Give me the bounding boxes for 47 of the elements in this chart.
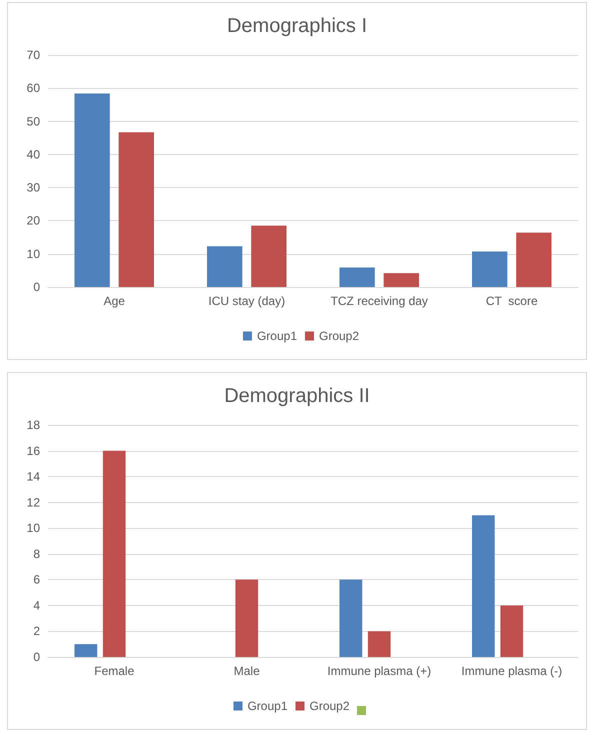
legend-label: Group1 bbox=[256, 329, 298, 343]
x-tick-label: Age bbox=[104, 294, 126, 308]
bar bbox=[500, 605, 524, 657]
x-tick-label: TCZ receiving day bbox=[330, 294, 428, 308]
bar bbox=[340, 580, 362, 657]
y-tick-label: 60 bbox=[26, 81, 40, 96]
bar bbox=[516, 232, 552, 287]
x-tick-label: Male bbox=[234, 664, 260, 678]
legend-label: Group1 bbox=[247, 699, 288, 713]
y-tick-label: 8 bbox=[33, 546, 40, 561]
bar bbox=[74, 644, 98, 657]
bar bbox=[368, 631, 391, 657]
chart-title: Demographics II bbox=[224, 385, 370, 407]
bar bbox=[251, 226, 286, 287]
bar bbox=[384, 273, 419, 287]
bar bbox=[472, 515, 495, 657]
x-tick-label: ICU stay (day) bbox=[208, 294, 286, 308]
y-tick-label: 0 bbox=[33, 650, 40, 664]
bar bbox=[102, 450, 126, 657]
x-tick-label: Female bbox=[94, 664, 135, 678]
legend-label: Group2 bbox=[310, 699, 350, 713]
x-tick-label: Immune plasma (+) bbox=[327, 664, 432, 678]
y-tick-label: 16 bbox=[26, 444, 40, 458]
chart-title: Demographics I bbox=[226, 15, 368, 37]
y-tick-label: 12 bbox=[26, 495, 40, 510]
x-tick-label: CT score bbox=[486, 294, 538, 308]
y-tick-label: 0 bbox=[33, 280, 40, 294]
y-tick-label: 18 bbox=[26, 418, 40, 432]
y-tick-label: 6 bbox=[33, 572, 40, 587]
y-tick-label: 20 bbox=[26, 214, 40, 228]
bar bbox=[235, 580, 258, 657]
bar bbox=[472, 252, 508, 287]
bar bbox=[118, 132, 154, 287]
bar bbox=[340, 267, 375, 287]
y-tick-label: 2 bbox=[33, 624, 40, 638]
y-tick-label: 70 bbox=[26, 48, 40, 62]
y-tick-label: 10 bbox=[26, 521, 40, 536]
y-tick-label: 4 bbox=[33, 598, 40, 612]
bar bbox=[207, 246, 242, 287]
x-tick-label: Immune plasma (-) bbox=[461, 664, 562, 678]
y-tick-label: 10 bbox=[26, 246, 40, 261]
bar bbox=[74, 93, 110, 287]
y-tick-label: 50 bbox=[26, 114, 40, 128]
y-tick-label: 30 bbox=[26, 180, 40, 195]
legend-label: Group2 bbox=[319, 329, 360, 343]
y-tick-label: 40 bbox=[26, 147, 40, 162]
y-tick-label: 14 bbox=[26, 470, 40, 484]
